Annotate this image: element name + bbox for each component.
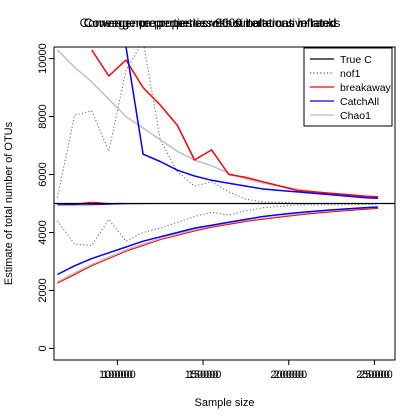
legend: True C nof1 breakaway CatchAll Chao1 <box>303 47 393 127</box>
x-tick-label: 150000 <box>185 369 222 381</box>
y-tick-label: 10000 <box>37 43 49 74</box>
legend-label: Chao1 <box>340 110 371 122</box>
x-axis-label: Sample size <box>195 397 255 409</box>
series-line-catchall_upper <box>125 47 378 200</box>
legend-label: True C <box>340 54 372 66</box>
y-axis-label: Estimate of total number of OTUs <box>3 121 15 285</box>
series-line-breakaway_upper <box>91 49 378 198</box>
legend-label: nof1 <box>340 68 361 80</box>
x-tick-label: 250000 <box>356 369 393 381</box>
x-tick-label: 25000 <box>359 369 390 381</box>
series-line-catchall_lower <box>57 206 378 276</box>
x-tick-label: 10000 <box>102 369 133 381</box>
chart-title-layer: Convergence properties without alternati… <box>80 16 341 30</box>
series-line-chao1_lower <box>57 207 378 283</box>
y-tick-label: 8000 <box>37 104 49 128</box>
y-tick-label: 2000 <box>37 278 49 302</box>
x-tick-label: 20000 <box>273 369 304 381</box>
y-tick-label: 0 <box>37 345 49 351</box>
legend-label: CatchAll <box>340 96 379 108</box>
x-tick-label: 200000 <box>270 369 307 381</box>
plot-frame <box>53 46 396 361</box>
chart-title-group: Convergence properties without alternati… <box>80 16 341 30</box>
legend-label: breakaway <box>340 82 392 94</box>
chart-title-layer: Coverage properties across simulations i… <box>84 16 337 30</box>
x-tick-label: 15000 <box>188 369 219 381</box>
chart-title-layer: Convergence properties 9000 iterations i… <box>84 16 336 30</box>
y-axis: 0 2000 4000 6000 8000 10000 <box>37 43 54 351</box>
y-tick-label: 4000 <box>37 220 49 244</box>
plot-series-group <box>54 47 395 284</box>
series-line-breakaway_lower <box>57 207 378 284</box>
series-line-nof1_lower <box>56 203 378 246</box>
x-tick-label: 100000 <box>99 369 136 381</box>
y-tick-label: 6000 <box>37 162 49 186</box>
